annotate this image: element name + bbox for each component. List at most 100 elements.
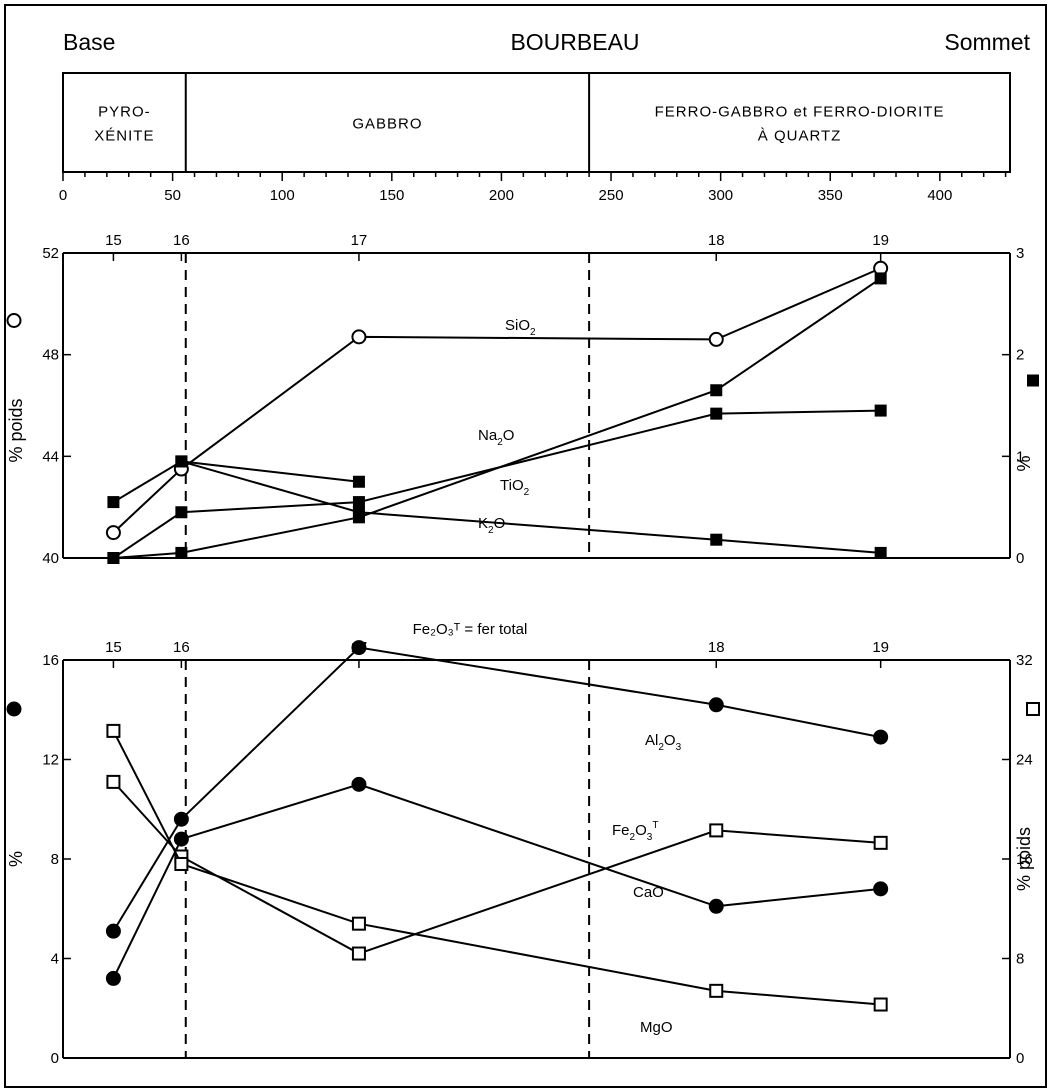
series-line <box>112 781 881 955</box>
scale-tick-label: 0 <box>59 187 67 204</box>
lithology-zones: PYRO- XÉNITE GABBRO FERRO-GABBRO et FERRO-D… <box>62 72 1011 173</box>
series-label: Na2O <box>478 427 514 448</box>
series-line <box>112 730 881 1006</box>
major-oxides-top-panel: 15 16 17 18 19 40 44 48 52 0 1 2 3 % poids% SiO2 Na2O Ti… <box>6 232 1039 567</box>
right-tick-label: 24 <box>1016 752 1033 769</box>
data-point <box>175 506 188 519</box>
data-point <box>873 881 889 897</box>
data-point <box>1026 702 1040 716</box>
series-label: Fe2O3T <box>612 820 658 843</box>
header-base-label: Base <box>63 29 115 55</box>
data-point <box>351 776 367 792</box>
left-tick-label: 0 <box>51 1050 59 1067</box>
data-point <box>175 455 188 468</box>
data-point <box>107 496 120 509</box>
left-tick-label: 44 <box>42 448 59 465</box>
data-point <box>709 983 724 998</box>
data-point <box>106 774 121 789</box>
left-tick-label: 12 <box>42 752 59 769</box>
series-label: TiO2 <box>500 477 530 498</box>
zone-label: PYRO- <box>98 104 151 121</box>
right-tick-label: 3 <box>1016 245 1024 262</box>
data-point <box>708 898 724 914</box>
left-tick-label: 8 <box>51 851 59 868</box>
sample-label: 19 <box>872 232 889 249</box>
data-point <box>1027 374 1039 387</box>
depth-scale: 0 50 100 150 200 250 300 350 400 <box>59 171 1010 204</box>
data-point <box>105 970 121 986</box>
header-title: BOURBEAU <box>510 29 639 55</box>
data-point <box>710 407 723 420</box>
data-point <box>710 384 723 397</box>
figure-border <box>4 4 1047 1088</box>
data-point <box>6 701 22 717</box>
major-oxides-bottom-panel: 1516171819048121608162432%% poidsAl2O3Fe… <box>6 621 1040 1067</box>
data-point <box>175 546 188 559</box>
data-point <box>709 823 724 838</box>
data-point <box>351 329 367 345</box>
data-point <box>105 525 121 541</box>
left-tick-label: 16 <box>42 652 59 669</box>
scale-tick-label: 50 <box>164 187 181 204</box>
left-tick-label: 40 <box>42 550 59 567</box>
right-tick-label: 2 <box>1016 347 1024 364</box>
zone-label: XÉNITE <box>94 128 154 145</box>
scale-tick-label: 350 <box>818 187 843 204</box>
scale-tick-label: 100 <box>270 187 295 204</box>
right-tick-label: 1 <box>1016 448 1024 465</box>
right-tick-label: 0 <box>1016 550 1024 567</box>
data-point <box>106 723 121 738</box>
data-point <box>873 729 889 745</box>
sample-label: 15 <box>105 232 122 249</box>
right-tick-label: 16 <box>1016 851 1033 868</box>
header-sommet-label: Sommet <box>944 29 1030 55</box>
data-point <box>351 916 366 931</box>
sample-label: 16 <box>173 639 190 656</box>
right-axis-label: % poids <box>1014 827 1034 891</box>
data-point <box>352 496 365 509</box>
series-line <box>181 460 360 483</box>
sample-label: 16 <box>173 232 190 249</box>
left-axis-label: % poids <box>6 398 26 462</box>
left-tick-label: 48 <box>42 347 59 364</box>
series-line <box>112 267 882 534</box>
data-point <box>352 506 365 519</box>
left-axis-label: % <box>6 851 26 867</box>
fe-total-note: Fe₂O₃ᵀ = fer total <box>413 621 528 638</box>
data-point <box>351 946 366 961</box>
data-point <box>105 923 121 939</box>
data-point <box>710 533 723 546</box>
series-label: CaO <box>633 884 664 901</box>
sample-label: 18 <box>708 639 725 656</box>
scale-tick-label: 300 <box>708 187 733 204</box>
data-point <box>173 811 189 827</box>
right-axis-label: % <box>1014 455 1034 471</box>
scale-tick-label: 150 <box>379 187 404 204</box>
data-point <box>174 856 189 871</box>
series-label: MgO <box>640 1019 673 1036</box>
data-point <box>874 404 887 417</box>
data-point <box>873 835 888 850</box>
right-tick-label: 0 <box>1016 1050 1024 1067</box>
left-tick-label: 52 <box>42 245 59 262</box>
data-point <box>708 331 724 347</box>
sample-label: 15 <box>105 639 122 656</box>
series-line <box>112 646 881 932</box>
right-tick-label: 32 <box>1016 652 1033 669</box>
series-label: K2O <box>478 515 505 536</box>
series-label: Al2O3 <box>645 732 682 753</box>
series-label: SiO2 <box>505 317 536 338</box>
zone-label: GABBRO <box>352 116 422 133</box>
data-point <box>708 697 724 713</box>
zone-label: À QUARTZ <box>758 128 842 145</box>
data-point <box>873 997 888 1012</box>
sample-label: 18 <box>708 232 725 249</box>
left-tick-label: 4 <box>51 951 59 968</box>
data-point <box>173 831 189 847</box>
scale-tick-label: 250 <box>599 187 624 204</box>
zones-frame <box>62 72 1011 173</box>
data-point <box>352 475 365 488</box>
data-point <box>107 552 120 564</box>
sample-label: 19 <box>872 639 889 656</box>
right-tick-label: 8 <box>1016 951 1024 968</box>
